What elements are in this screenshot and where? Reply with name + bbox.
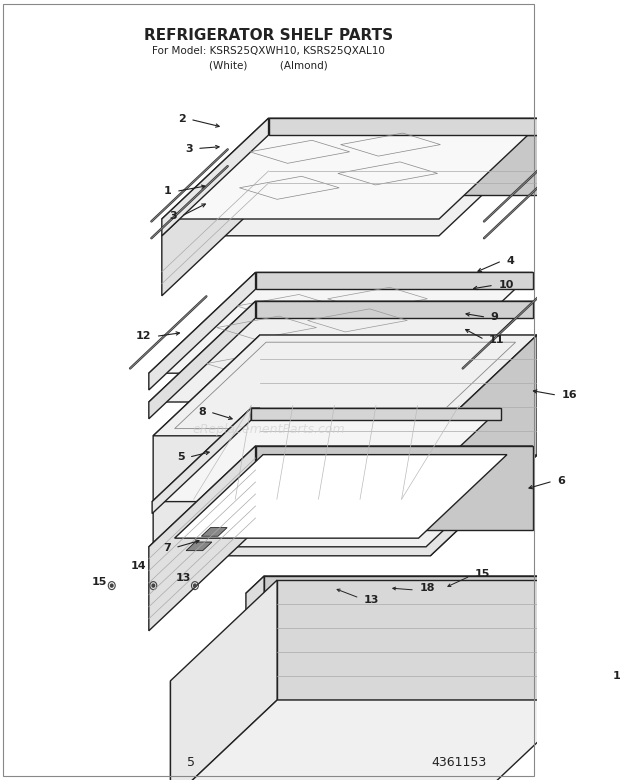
Text: 6: 6 <box>557 477 565 486</box>
Polygon shape <box>152 408 251 513</box>
Polygon shape <box>175 455 507 538</box>
Text: 14: 14 <box>131 561 146 571</box>
Polygon shape <box>149 301 255 419</box>
Text: eReplacementParts.com: eReplacementParts.com <box>192 424 345 437</box>
Polygon shape <box>255 272 533 289</box>
Circle shape <box>443 587 446 590</box>
Text: For Model: KSRS25QXWH10, KSRS25QXAL10: For Model: KSRS25QXWH10, KSRS25QXAL10 <box>152 46 385 56</box>
Polygon shape <box>246 576 569 594</box>
Polygon shape <box>162 119 546 219</box>
Text: 13: 13 <box>364 595 379 605</box>
Polygon shape <box>149 272 533 373</box>
Text: 1: 1 <box>164 186 172 197</box>
Text: 3: 3 <box>185 144 193 154</box>
Polygon shape <box>153 335 260 556</box>
Polygon shape <box>152 408 501 502</box>
Circle shape <box>110 584 113 587</box>
Polygon shape <box>153 335 537 436</box>
Polygon shape <box>149 272 255 390</box>
Text: 5: 5 <box>187 756 195 768</box>
Polygon shape <box>153 455 537 556</box>
Circle shape <box>332 587 335 590</box>
Text: 7: 7 <box>163 543 171 552</box>
Text: 12: 12 <box>136 332 151 342</box>
Polygon shape <box>268 135 546 195</box>
Text: REFRIGERATOR SHELF PARTS: REFRIGERATOR SHELF PARTS <box>144 28 393 43</box>
Text: 17: 17 <box>613 671 620 681</box>
Polygon shape <box>170 580 277 780</box>
Polygon shape <box>251 408 501 420</box>
Text: 2: 2 <box>178 115 186 124</box>
Text: (White)          (Almond): (White) (Almond) <box>209 60 328 70</box>
Text: 18: 18 <box>419 583 435 593</box>
Polygon shape <box>260 335 537 455</box>
Text: 16: 16 <box>562 390 577 400</box>
Text: 4: 4 <box>507 256 514 266</box>
Polygon shape <box>255 301 533 318</box>
Polygon shape <box>149 301 533 402</box>
Polygon shape <box>162 135 268 296</box>
Polygon shape <box>277 580 582 700</box>
Circle shape <box>152 584 154 587</box>
Polygon shape <box>170 700 582 780</box>
Polygon shape <box>430 335 537 556</box>
Text: 4361153: 4361153 <box>432 756 487 768</box>
Polygon shape <box>264 576 569 600</box>
Polygon shape <box>149 446 533 547</box>
Text: 8: 8 <box>198 407 206 417</box>
Polygon shape <box>202 527 227 536</box>
Circle shape <box>388 587 390 590</box>
Polygon shape <box>162 119 268 236</box>
Text: 3: 3 <box>169 211 177 222</box>
Circle shape <box>193 584 196 587</box>
Polygon shape <box>246 576 264 617</box>
Polygon shape <box>186 542 212 551</box>
Text: 13: 13 <box>175 573 190 583</box>
Polygon shape <box>162 135 546 236</box>
Polygon shape <box>170 681 476 780</box>
Text: 15: 15 <box>475 569 490 579</box>
Polygon shape <box>149 446 255 631</box>
Text: 5: 5 <box>177 452 185 463</box>
Polygon shape <box>268 119 546 135</box>
Text: 15: 15 <box>92 576 107 587</box>
Polygon shape <box>255 446 533 530</box>
Text: 11: 11 <box>489 335 505 345</box>
Text: 9: 9 <box>490 312 498 322</box>
Text: 10: 10 <box>498 280 513 290</box>
